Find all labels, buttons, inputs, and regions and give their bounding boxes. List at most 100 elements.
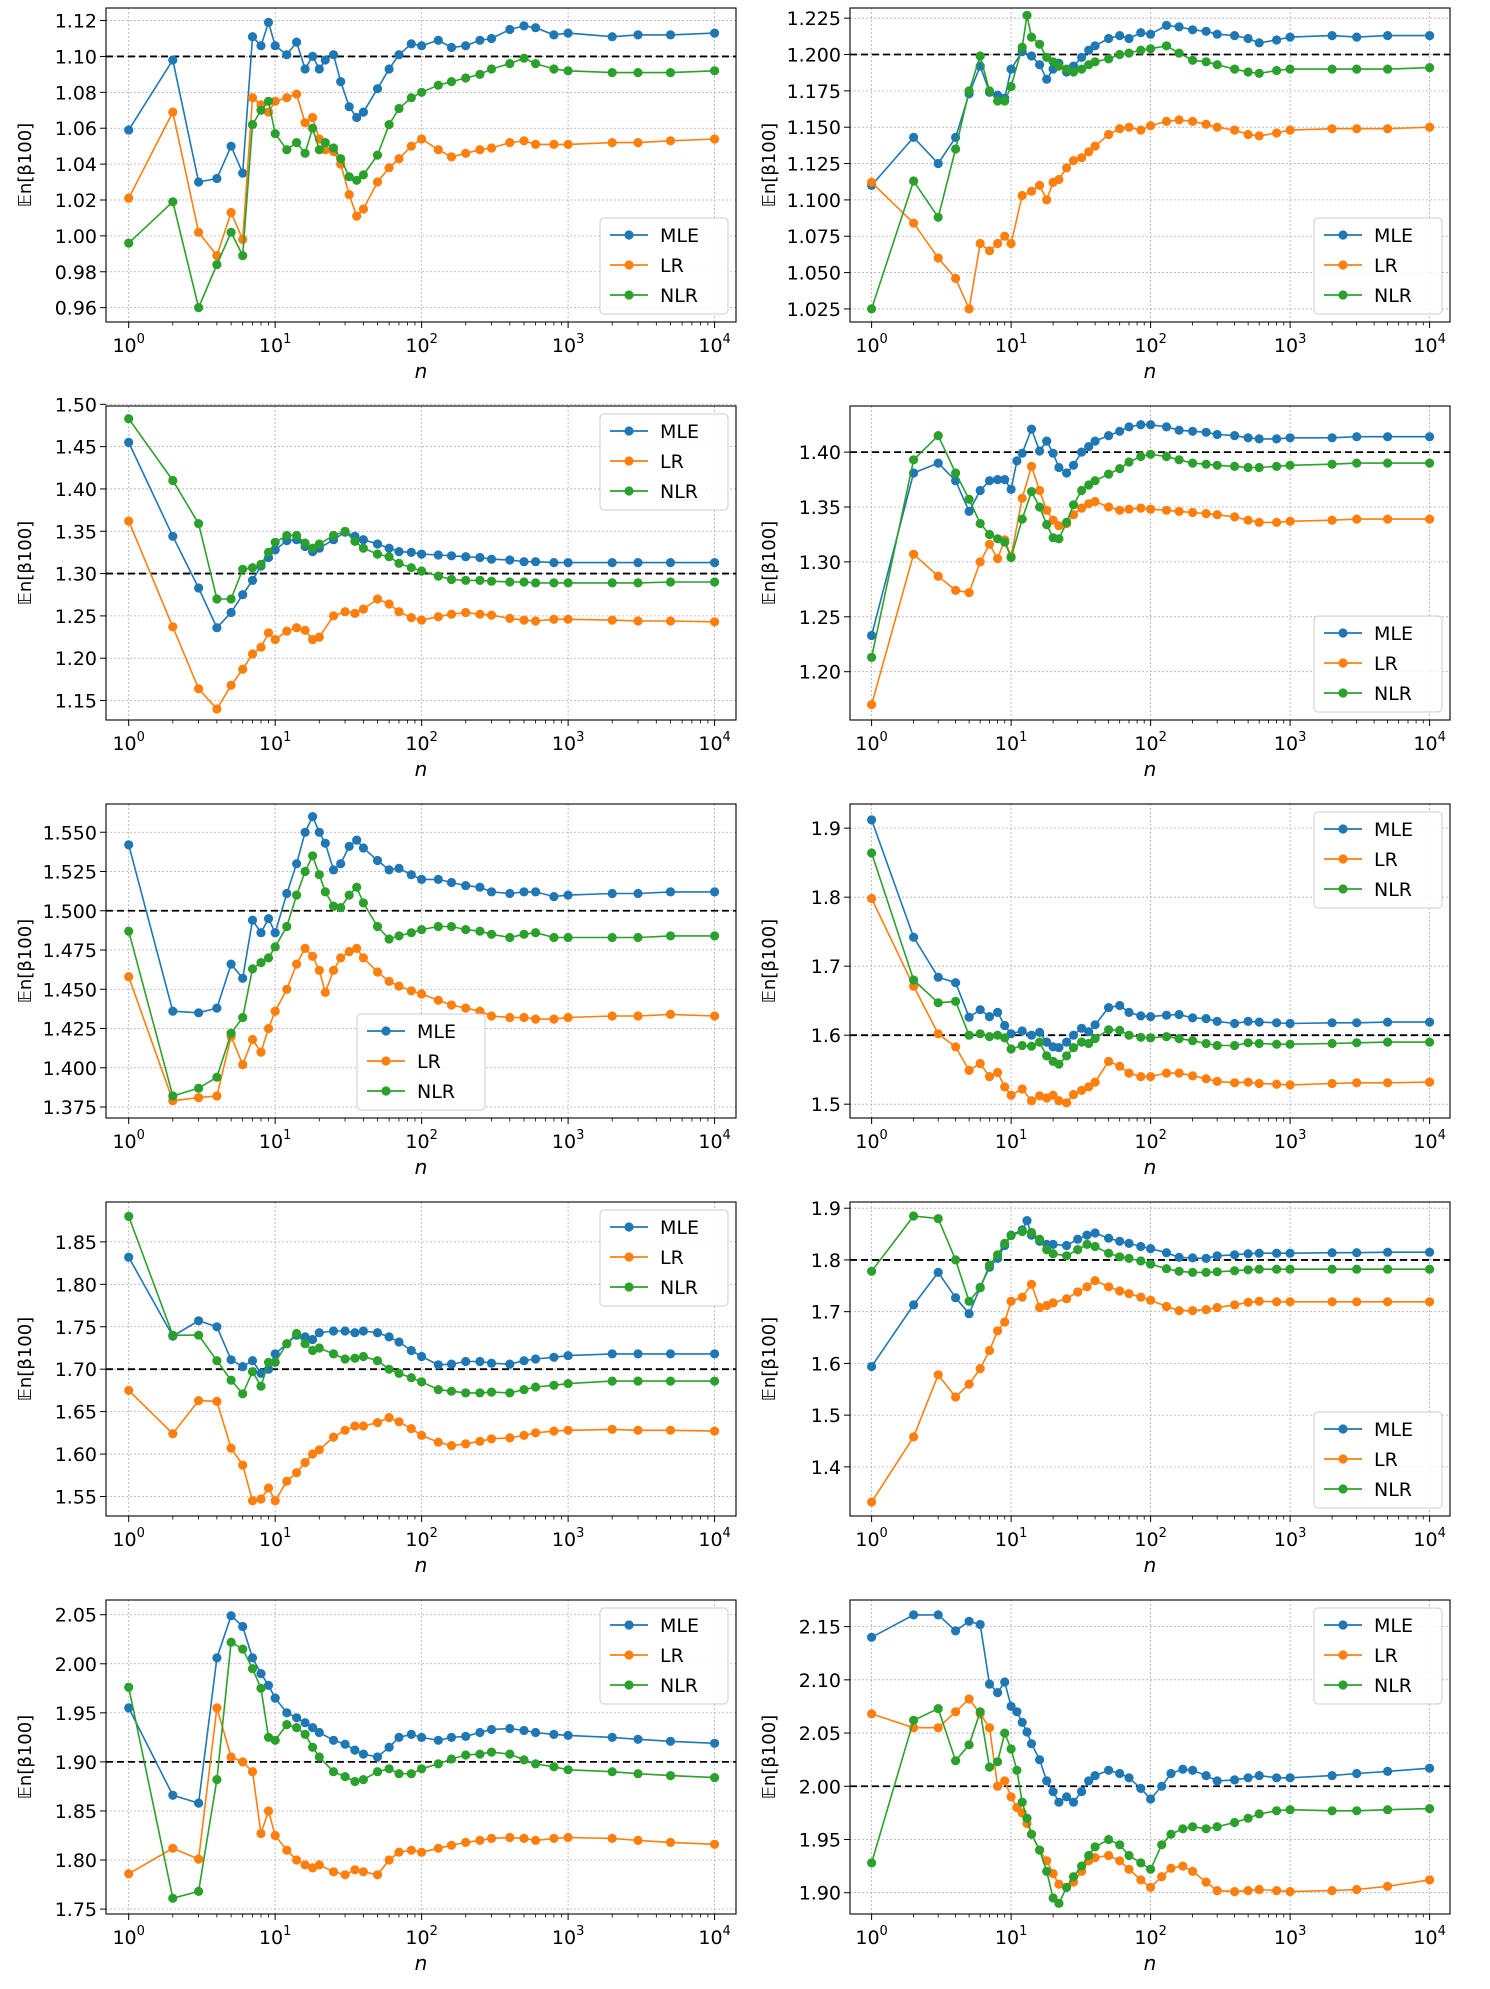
data-point-mle	[1104, 431, 1114, 441]
data-point-nlr	[563, 66, 573, 76]
data-point-mle	[1006, 484, 1016, 494]
data-point-lr	[1327, 1078, 1337, 1089]
data-point-mle	[1026, 1030, 1037, 1040]
legend-label-nlr: NLR	[1374, 1479, 1412, 1501]
data-point-mle	[1146, 1244, 1156, 1254]
data-point-nlr	[964, 1030, 974, 1040]
legend-label-mle: MLE	[1374, 1419, 1413, 1441]
data-point-nlr	[168, 1091, 178, 1101]
data-point-lr	[1230, 1887, 1240, 1897]
data-point-nlr	[194, 303, 204, 313]
data-point-nlr	[1062, 1882, 1072, 1892]
data-point-lr	[212, 704, 222, 714]
data-point-lr	[1272, 128, 1282, 138]
data-point-mle	[247, 1653, 258, 1663]
data-point-nlr	[665, 931, 676, 941]
data-point-nlr	[1077, 64, 1087, 74]
data-point-mle	[226, 1355, 236, 1365]
x-tick-label: 103	[552, 730, 584, 755]
data-point-nlr	[1327, 1806, 1337, 1816]
data-point-lr	[1090, 141, 1100, 151]
data-point-lr	[1090, 496, 1100, 507]
data-point-nlr	[1285, 460, 1295, 470]
data-point-mle	[350, 1745, 360, 1755]
data-point-mle	[964, 1309, 974, 1319]
data-point-mle	[1084, 1776, 1094, 1786]
data-point-lr	[867, 1709, 877, 1719]
plot-frame	[105, 405, 737, 721]
data-point-nlr	[1054, 1898, 1064, 1908]
data-point-lr	[710, 1426, 720, 1436]
y-tick-label: 0.96	[55, 298, 97, 320]
data-point-mle	[1068, 1797, 1079, 1807]
data-point-lr	[1026, 1096, 1037, 1106]
data-point-lr	[1188, 116, 1198, 126]
data-point-nlr	[124, 238, 134, 248]
data-point-lr	[461, 1439, 471, 1449]
data-point-lr	[1352, 124, 1362, 134]
data-point-lr	[394, 607, 404, 617]
data-point-nlr	[282, 921, 292, 932]
data-point-mle	[1254, 1248, 1264, 1258]
y-tick-label: 1.12	[55, 11, 97, 33]
y-tick-label: 1.80	[55, 1850, 97, 1872]
data-point-lr	[1090, 1077, 1100, 1087]
data-point-lr	[300, 943, 310, 954]
data-point-nlr	[1017, 1226, 1027, 1237]
data-point-nlr	[226, 1375, 236, 1385]
data-point-nlr	[951, 996, 961, 1007]
data-point-nlr	[486, 929, 497, 939]
x-tick-label: 102	[1134, 730, 1166, 755]
data-point-mle	[1115, 1000, 1125, 1011]
legend-marker-lr	[624, 260, 634, 270]
data-point-nlr	[406, 928, 416, 938]
data-point-nlr	[194, 1886, 204, 1896]
legend-marker-lr	[1338, 854, 1348, 864]
data-point-lr	[1383, 1881, 1393, 1891]
data-point-mle	[406, 1729, 416, 1739]
data-point-lr	[486, 1434, 497, 1444]
data-point-mle	[270, 1693, 280, 1703]
data-point-nlr	[1272, 65, 1282, 76]
data-point-nlr	[328, 1767, 339, 1777]
data-point-mle	[633, 1349, 643, 1359]
data-point-lr	[1062, 1098, 1072, 1108]
data-point-lr	[194, 1854, 204, 1864]
legend: MLE LR NLR	[599, 1607, 729, 1705]
data-point-mle	[951, 978, 961, 988]
data-point-lr	[256, 642, 266, 652]
data-point-mle	[394, 50, 404, 60]
data-point-nlr	[1006, 1744, 1016, 1754]
data-point-nlr	[867, 652, 877, 663]
data-point-lr	[951, 273, 961, 283]
data-point-mle	[417, 549, 427, 559]
legend-marker-lr	[1338, 1650, 1348, 1660]
data-point-mle	[1000, 1677, 1010, 1687]
data-point-mle	[1062, 468, 1072, 478]
data-point-nlr	[461, 1388, 471, 1398]
legend-marker-nlr	[624, 1282, 634, 1292]
x-tick-label: 103	[552, 1924, 584, 1949]
data-point-lr	[446, 609, 457, 619]
data-point-nlr	[1327, 1264, 1337, 1274]
data-point-nlr	[1035, 1234, 1045, 1244]
legend-marker-lr	[1338, 658, 1348, 668]
legend-label-lr: LR	[1374, 255, 1398, 277]
data-point-nlr	[314, 1752, 324, 1762]
data-point-nlr	[1327, 1038, 1337, 1049]
data-point-nlr	[867, 304, 877, 314]
data-point-nlr	[1115, 49, 1125, 60]
data-point-nlr	[1243, 1265, 1253, 1275]
data-point-lr	[1425, 1297, 1435, 1307]
data-point-nlr	[549, 932, 559, 943]
data-point-lr	[933, 571, 943, 581]
data-point-lr	[263, 1483, 274, 1493]
chart-panel-2: 100 101 102 103 104 1.025 1.050 1.075 1.100 1.125…	[759, 7, 1451, 383]
y-tick-label: 1.30	[799, 552, 841, 574]
data-point-nlr	[1188, 55, 1198, 65]
data-point-nlr	[1272, 1039, 1282, 1049]
data-point-nlr	[1285, 1264, 1295, 1274]
data-point-mle	[461, 1731, 471, 1741]
data-point-mle	[433, 550, 443, 560]
data-point-lr	[1201, 119, 1211, 129]
